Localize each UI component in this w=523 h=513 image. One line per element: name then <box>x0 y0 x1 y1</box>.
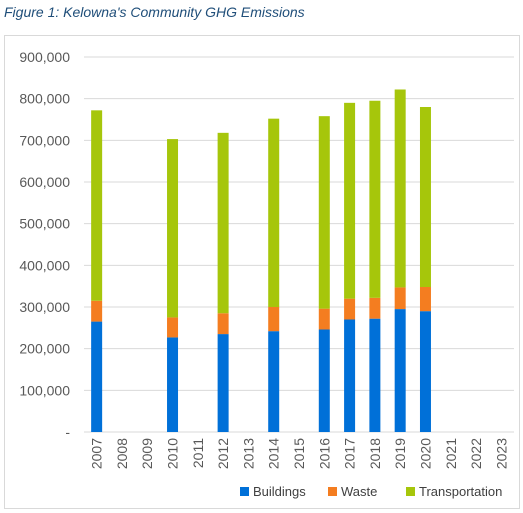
bar-buildings-2007 <box>91 321 103 432</box>
bar-transportation-2007 <box>91 110 103 301</box>
y-tick-label: 100,000 <box>19 382 70 398</box>
legend-swatch-buildings <box>240 487 249 496</box>
bars <box>91 89 431 432</box>
x-tick-label: 2007 <box>89 438 105 469</box>
y-tick-label: 200,000 <box>19 341 70 357</box>
bar-buildings-2018 <box>369 318 381 432</box>
bar-transportation-2010 <box>167 139 179 318</box>
bar-transportation-2019 <box>394 89 406 288</box>
legend: Buildings Waste Transportation <box>240 484 502 499</box>
y-tick-label: 900,000 <box>19 49 70 65</box>
bar-buildings-2019 <box>394 309 406 432</box>
bar-waste-2010 <box>167 317 179 338</box>
bar-buildings-2016 <box>318 329 330 432</box>
y-tick-label: 800,000 <box>19 91 70 107</box>
bar-waste-2017 <box>344 298 356 320</box>
bar-transportation-2012 <box>217 132 229 314</box>
x-axis-tick-labels: 2007 2008 2009 2010 2011 2012 2013 2014 2015 2016… <box>89 438 510 469</box>
bar-transportation-2014 <box>268 118 280 308</box>
x-tick-label: 2008 <box>114 438 130 469</box>
bar-buildings-2012 <box>217 334 229 432</box>
x-tick-label: 2013 <box>240 438 256 469</box>
x-tick-label: 2015 <box>291 438 307 469</box>
bar-waste-2014 <box>268 307 280 332</box>
x-tick-label: 2010 <box>165 438 181 469</box>
bar-buildings-2010 <box>167 337 179 432</box>
x-tick-label: 2016 <box>316 438 332 469</box>
x-tick-label: 2020 <box>417 438 433 469</box>
bar-waste-2007 <box>91 300 103 322</box>
bar-buildings-2017 <box>344 319 356 432</box>
stacked-bar-chart: - 100,000 200,000 300,000 400,000 500,000 600,… <box>19 49 514 499</box>
y-tick-label: 300,000 <box>19 299 70 315</box>
x-tick-label: 2023 <box>493 438 509 469</box>
x-tick-label: 2009 <box>139 438 155 469</box>
y-tick-label: 700,000 <box>19 132 70 148</box>
bar-transportation-2016 <box>318 116 330 309</box>
bar-waste-2012 <box>217 313 229 335</box>
legend-swatch-waste <box>328 487 337 496</box>
gridlines <box>84 56 514 433</box>
x-tick-label: 2014 <box>266 438 282 469</box>
y-tick-label: 500,000 <box>19 216 70 232</box>
bar-waste-2018 <box>369 297 381 319</box>
y-tick-label: 600,000 <box>19 174 70 190</box>
x-tick-label: 2019 <box>392 438 408 469</box>
bar-waste-2016 <box>318 308 330 330</box>
bar-transportation-2017 <box>344 102 356 299</box>
legend-label-transportation: Transportation <box>419 484 502 499</box>
x-tick-label: 2017 <box>342 438 358 469</box>
bar-transportation-2020 <box>419 107 431 287</box>
y-tick-label: - <box>65 424 70 440</box>
x-tick-label: 2012 <box>215 438 231 469</box>
figure-caption: Figure 1: Kelowna's Community GHG Emissi… <box>4 4 305 20</box>
x-tick-label: 2011 <box>190 438 206 468</box>
x-tick-label: 2018 <box>367 438 383 469</box>
x-tick-label: 2022 <box>468 438 484 469</box>
bar-buildings-2014 <box>268 331 280 432</box>
x-tick-label: 2021 <box>443 438 459 469</box>
legend-label-buildings: Buildings <box>253 484 306 499</box>
legend-swatch-transportation <box>406 487 415 496</box>
y-tick-label: 400,000 <box>19 257 70 273</box>
bar-waste-2020 <box>419 287 431 312</box>
bar-buildings-2020 <box>419 311 431 432</box>
y-axis-tick-labels: - 100,000 200,000 300,000 400,000 500,000 600,… <box>19 49 70 440</box>
bar-transportation-2018 <box>369 100 381 298</box>
bar-waste-2019 <box>394 287 406 310</box>
legend-label-waste: Waste <box>341 484 377 499</box>
chart-area: - 100,000 200,000 300,000 400,000 500,000 600,… <box>4 35 520 509</box>
